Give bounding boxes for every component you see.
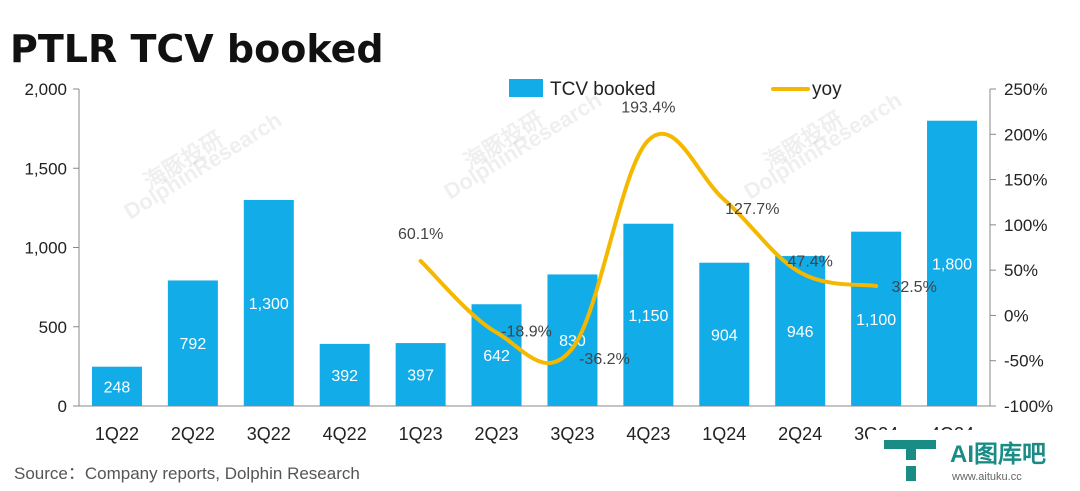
category-label: 1Q23 bbox=[399, 424, 443, 444]
category-label: 3Q23 bbox=[550, 424, 594, 444]
category-label: 1Q24 bbox=[702, 424, 746, 444]
bar-value-label: 248 bbox=[104, 379, 131, 396]
y-right-ticks: -100% -50% 0% 50% 100% 150% 200% 250% bbox=[990, 80, 1053, 416]
bar-series bbox=[91, 120, 978, 406]
bar-value-label: 904 bbox=[711, 327, 738, 344]
logo-text: AI图库吧 bbox=[950, 441, 1046, 468]
yoy-value-label: 193.4% bbox=[621, 99, 675, 116]
y-left-tick-label: 0 bbox=[58, 397, 67, 416]
category-label: 3Q22 bbox=[247, 424, 291, 444]
y-right-tick-label: 0% bbox=[1004, 306, 1029, 325]
bar-1Q24 bbox=[699, 262, 750, 406]
yoy-value-label: 47.4% bbox=[788, 253, 833, 270]
logo-mark-cut bbox=[897, 460, 923, 478]
y-left-ticks: 0 500 1,000 1,500 2,000 bbox=[24, 80, 79, 416]
bar-value-label: 1,100 bbox=[856, 312, 896, 329]
bar-value-label: 642 bbox=[483, 348, 510, 365]
yoy-value-label: -18.9% bbox=[501, 324, 552, 341]
category-label: 4Q22 bbox=[323, 424, 367, 444]
bar-value-label: 392 bbox=[331, 368, 358, 385]
bar-value-label: 397 bbox=[407, 368, 434, 385]
chart-title: PTLR TCV booked bbox=[10, 27, 384, 71]
category-labels: 1Q22 2Q22 3Q22 4Q22 1Q23 2Q23 3Q23 4Q23 1Q24 2Q24… bbox=[95, 424, 974, 444]
bar-4Q23 bbox=[623, 223, 674, 406]
yoy-labels: 60.1% -18.9% -36.2% 193.4% 127.7% 47.4% 32.5% bbox=[398, 99, 937, 368]
bar-4Q24 bbox=[927, 120, 978, 406]
yoy-value-label: 32.5% bbox=[891, 279, 936, 296]
category-label: 4Q23 bbox=[626, 424, 670, 444]
bar-2Q22 bbox=[167, 280, 218, 406]
bar-value-label: 1,800 bbox=[932, 256, 972, 273]
bar-3Q22 bbox=[243, 199, 294, 406]
legend: TCV booked yoy bbox=[509, 79, 842, 100]
bar-value-label: 792 bbox=[180, 336, 207, 353]
yoy-value-label: 60.1% bbox=[398, 226, 443, 243]
y-right-tick-label: 50% bbox=[1004, 261, 1038, 280]
bar-value-label: 1,300 bbox=[249, 296, 289, 313]
category-label: 2Q24 bbox=[778, 424, 822, 444]
yoy-value-label: 127.7% bbox=[725, 201, 779, 218]
bar-3Q24 bbox=[851, 231, 902, 406]
legend-line-label: yoy bbox=[812, 79, 842, 100]
watermark-en: DolphinResearch bbox=[739, 87, 906, 204]
category-label: 2Q23 bbox=[475, 424, 519, 444]
y-right-tick-label: 150% bbox=[1004, 171, 1047, 190]
y-right-tick-label: -100% bbox=[1004, 397, 1053, 416]
category-label: 1Q22 bbox=[95, 424, 139, 444]
bar-4Q22 bbox=[319, 343, 370, 406]
legend-bar-swatch bbox=[509, 79, 543, 97]
legend-bar-label: TCV booked bbox=[550, 79, 656, 100]
watermark-en: DolphinResearch bbox=[439, 87, 606, 204]
bar-value-label: 946 bbox=[787, 324, 814, 341]
y-left-tick-label: 1,000 bbox=[24, 239, 67, 258]
y-left-tick-label: 1,500 bbox=[24, 159, 67, 178]
site-logo: AI图库吧 www.aituku.cc bbox=[868, 430, 1080, 491]
category-label: 2Q22 bbox=[171, 424, 215, 444]
y-right-tick-label: 250% bbox=[1004, 80, 1047, 99]
bar-1Q22 bbox=[91, 366, 142, 406]
yoy-line bbox=[418, 131, 879, 365]
yoy-line-series bbox=[418, 131, 879, 365]
logo-url: www.aituku.cc bbox=[951, 471, 1022, 483]
bar-1Q23 bbox=[395, 343, 446, 406]
yoy-value-label: -36.2% bbox=[579, 351, 630, 368]
source-note: Source：Company reports, Dolphin Research bbox=[14, 464, 360, 483]
y-left-tick-label: 2,000 bbox=[24, 80, 67, 99]
bar-3Q23 bbox=[547, 274, 598, 406]
bar-value-label: 1,150 bbox=[628, 308, 668, 325]
y-right-tick-label: 200% bbox=[1004, 125, 1047, 144]
y-left-tick-label: 500 bbox=[39, 318, 67, 337]
y-right-tick-label: -50% bbox=[1004, 352, 1044, 371]
y-right-tick-label: 100% bbox=[1004, 216, 1047, 235]
